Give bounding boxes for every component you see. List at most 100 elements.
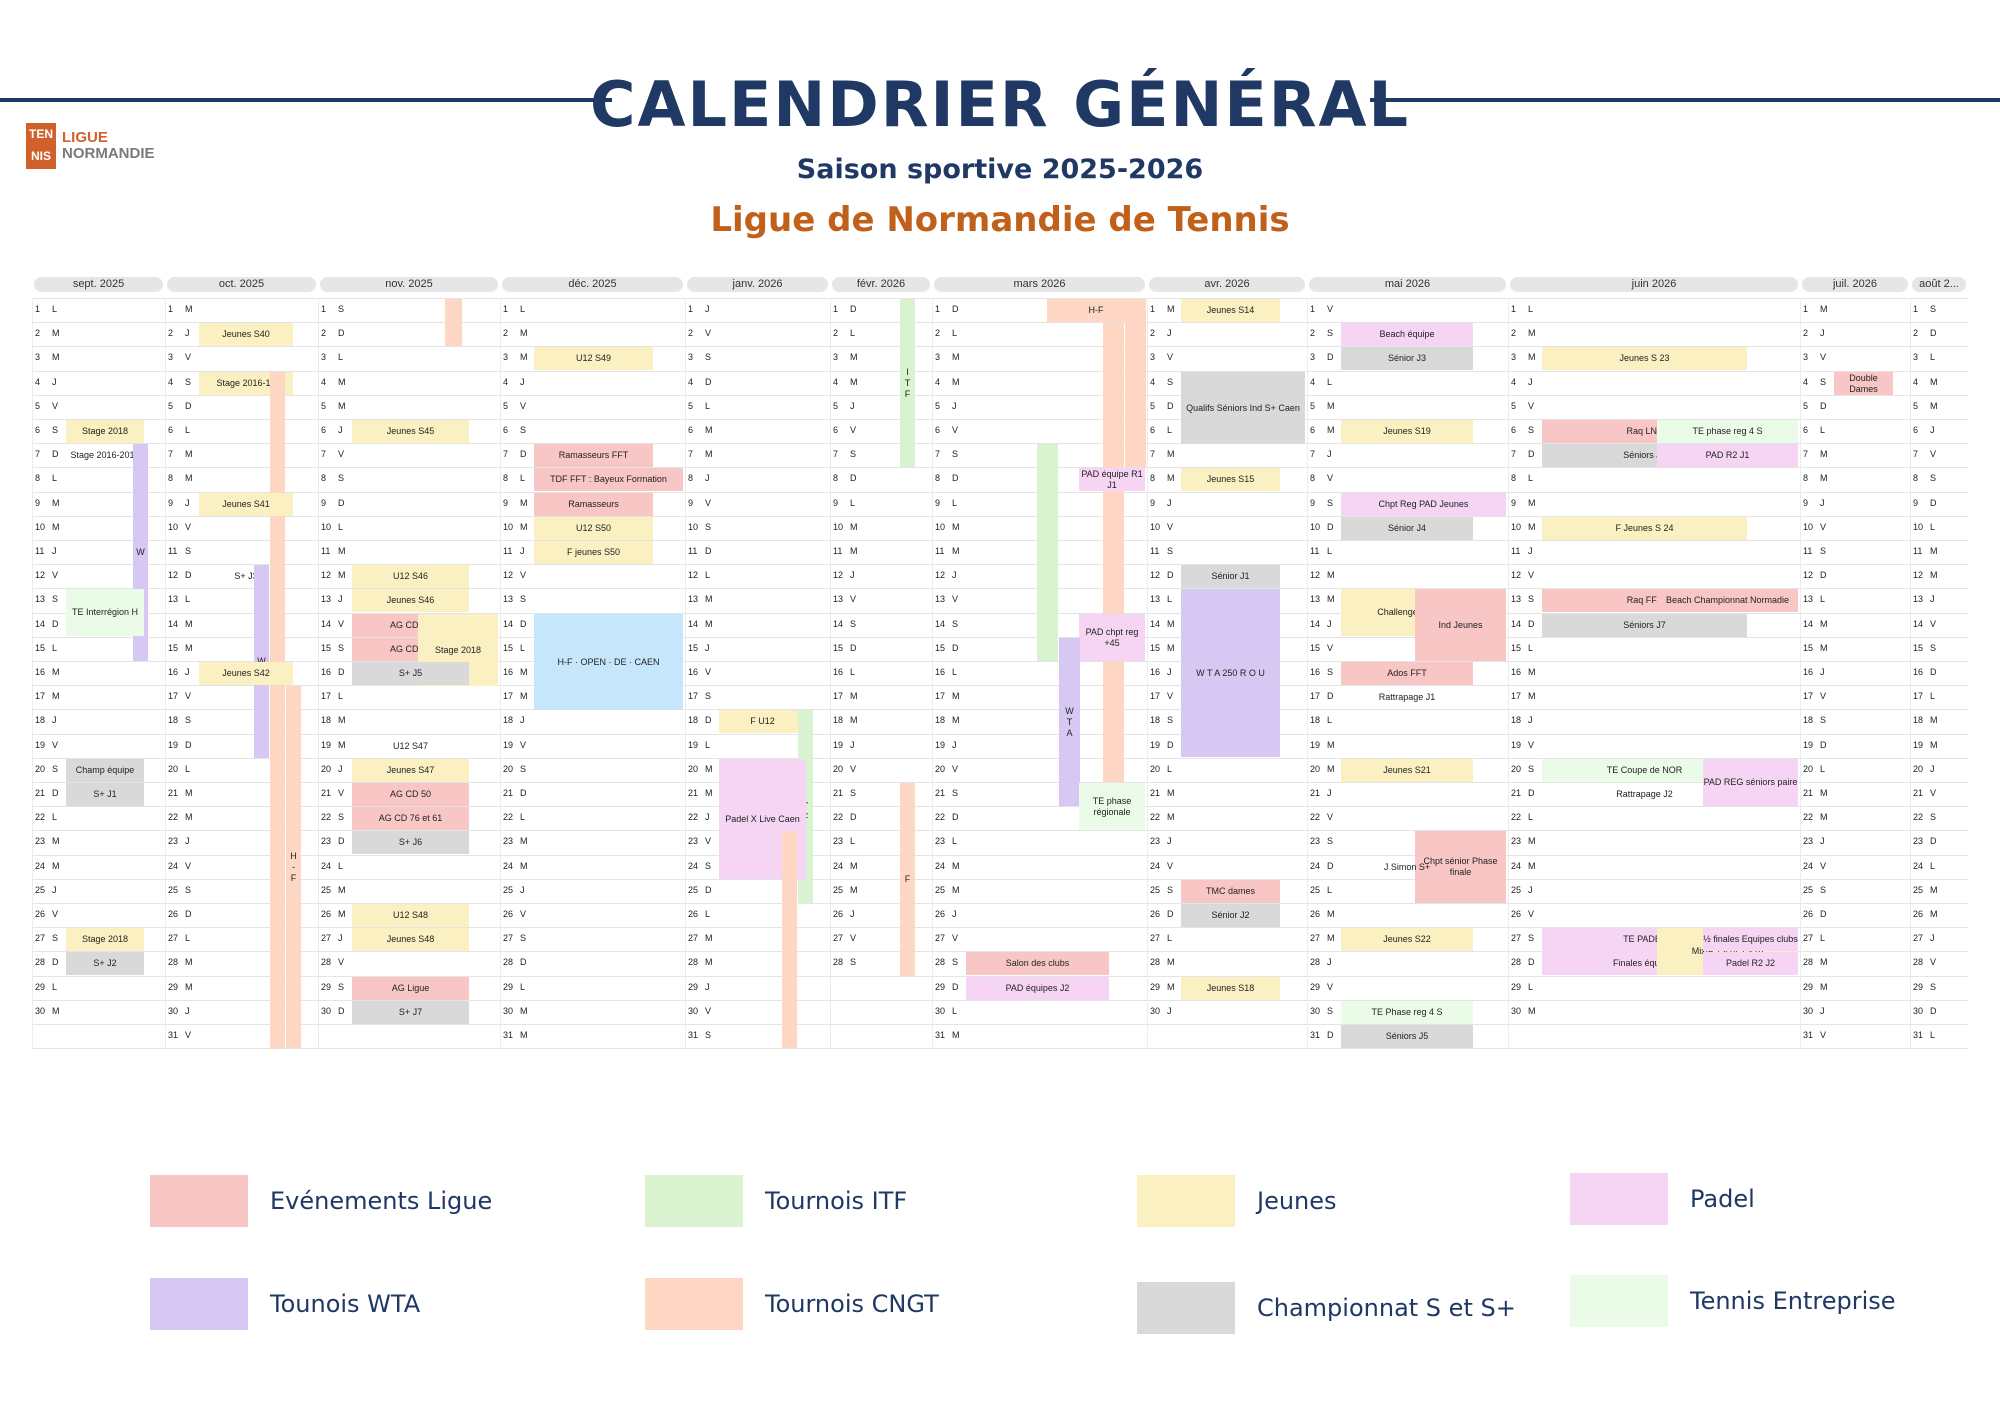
day-of-week: M: [1528, 497, 1536, 508]
day-number: 12: [321, 570, 332, 581]
day-number: 6: [1913, 425, 1919, 435]
day-of-week: D: [338, 836, 345, 847]
day-number: 21: [688, 788, 699, 798]
day-number: 14: [168, 618, 179, 629]
day-number: 16: [35, 667, 46, 677]
day-of-week: J: [1930, 425, 1935, 435]
calendar-event: Jeunes S48: [352, 928, 469, 951]
day-of-week: L: [1528, 473, 1534, 484]
day-of-week: M: [185, 981, 193, 992]
day-of-week: M: [520, 497, 528, 508]
day-number: 15: [1150, 642, 1161, 653]
day-number: 20: [1803, 763, 1814, 774]
day-number: 6: [1150, 425, 1156, 435]
day-of-week: S: [1820, 376, 1827, 387]
day-of-week: J: [185, 667, 190, 677]
legend-swatch: [150, 1175, 248, 1227]
day-number: 23: [1150, 836, 1161, 847]
calendar-event: Rattrapage J2: [1616, 789, 1673, 799]
calendar-event: Jeunes S21: [1341, 759, 1473, 782]
day-of-week: L: [52, 981, 58, 992]
day-of-week: V: [1167, 860, 1174, 871]
day-of-week: M: [850, 376, 858, 387]
day-of-week: D: [1930, 836, 1937, 847]
month-header: déc. 2025: [502, 277, 683, 292]
day-of-week: V: [850, 763, 857, 774]
day-of-week: V: [1820, 691, 1827, 702]
month-divider: [1910, 298, 1911, 1049]
legend-item: Padel: [1570, 1173, 1755, 1225]
day-of-week: M: [1167, 642, 1175, 653]
day-number: 30: [935, 1005, 946, 1016]
day-number: 20: [1913, 763, 1924, 774]
day-number: 1: [35, 304, 41, 314]
day-number: 21: [503, 788, 514, 798]
day-of-week: V: [1820, 352, 1827, 363]
calendar-event: Jeunes S 23: [1542, 347, 1747, 370]
calendar-event: TE Phase reg 4 S: [1341, 1001, 1473, 1024]
day-number: 7: [1803, 449, 1809, 460]
day-of-week: V: [338, 618, 345, 629]
day-of-week: V: [1820, 860, 1827, 871]
day-of-week: D: [1327, 521, 1334, 532]
day-of-week: L: [338, 521, 344, 532]
day-of-week: D: [1327, 691, 1334, 702]
day-of-week: J: [1930, 933, 1935, 944]
day-number: 2: [1803, 328, 1809, 339]
day-of-week: S: [952, 618, 959, 629]
day-number: 10: [503, 521, 514, 532]
logo-line-1: LIGUE: [62, 129, 108, 146]
day-of-week: M: [1327, 425, 1335, 435]
day-number: 19: [503, 739, 514, 750]
day-of-week: M: [1528, 836, 1536, 847]
day-number: 16: [321, 667, 332, 677]
day-number: 26: [35, 909, 46, 919]
day-of-week: D: [338, 667, 345, 677]
day-of-week: S: [1930, 812, 1937, 823]
day-of-week: M: [520, 328, 528, 339]
day-of-week: V: [1528, 570, 1535, 581]
day-of-week: M: [1167, 981, 1175, 992]
day-of-week: M: [1167, 788, 1175, 798]
day-of-week: L: [1327, 715, 1333, 726]
day-number: 9: [833, 497, 839, 508]
day-number: 18: [168, 715, 179, 726]
day-number: 5: [1913, 400, 1919, 411]
day-number: 28: [1150, 957, 1161, 968]
calendar-event: AG CD 76 et 61: [352, 807, 469, 830]
day-of-week: L: [1528, 642, 1534, 653]
day-of-week: V: [850, 933, 857, 944]
day-of-week: L: [1167, 425, 1173, 435]
day-number: 22: [935, 812, 946, 823]
day-number: 14: [688, 618, 699, 629]
day-of-week: J: [185, 836, 190, 847]
day-number: 30: [688, 1005, 699, 1016]
day-number: 30: [503, 1005, 514, 1016]
day-of-week: J: [1528, 546, 1533, 556]
day-of-week: D: [1930, 1005, 1937, 1016]
day-number: 4: [35, 376, 41, 387]
day-number: 9: [935, 497, 941, 508]
day-of-week: M: [850, 352, 858, 363]
calendar-event: F Jeunes S 24: [1542, 517, 1747, 540]
day-of-week: V: [1167, 691, 1174, 702]
legend-swatch: [1137, 1282, 1235, 1334]
calendar-event: Sénior J1: [1181, 565, 1280, 588]
day-of-week: J: [1327, 449, 1332, 460]
day-number: 18: [1803, 715, 1814, 726]
day-number: 2: [35, 328, 41, 339]
day-of-week: L: [185, 425, 191, 435]
day-of-week: D: [952, 981, 959, 992]
day-of-week: S: [338, 473, 345, 484]
month-header: mars 2026: [934, 277, 1145, 292]
day-of-week: M: [1930, 376, 1938, 387]
day-number: 23: [35, 836, 46, 847]
day-number: 13: [935, 594, 946, 605]
day-of-week: J: [1528, 715, 1533, 726]
day-of-week: J: [705, 473, 710, 484]
day-number: 25: [35, 884, 46, 895]
day-number: 19: [935, 739, 946, 750]
day-number: 6: [503, 425, 509, 435]
day-number: 27: [688, 933, 699, 944]
day-of-week: D: [185, 909, 192, 919]
